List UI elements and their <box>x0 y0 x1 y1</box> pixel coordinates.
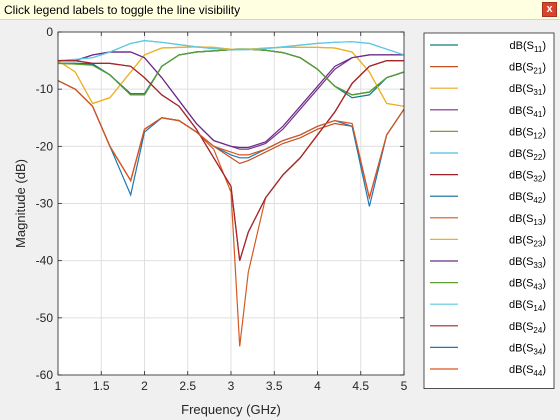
hint-text: Click legend labels to toggle the line v… <box>4 3 241 17</box>
x-tick-label: 1.5 <box>93 379 110 393</box>
legend-label[interactable]: dB(S21) <box>509 62 546 76</box>
series-line-s34 <box>57 80 405 207</box>
x-tick-label: 2 <box>141 379 148 393</box>
legend-item-s12[interactable]: dB(S12) <box>426 122 552 142</box>
legend-item-s32[interactable]: dB(S32) <box>426 166 552 186</box>
legend-label[interactable]: dB(S22) <box>509 148 546 162</box>
x-tick-label: 4 <box>314 379 321 393</box>
legend-label[interactable]: dB(S44) <box>509 364 546 378</box>
legend-label[interactable]: dB(S43) <box>509 278 546 292</box>
legend-label[interactable]: dB(S24) <box>509 321 546 335</box>
legend-item-s44[interactable]: dB(S44) <box>426 360 552 380</box>
series-line-s24 <box>58 59 404 261</box>
legend-label[interactable]: dB(S34) <box>509 342 546 356</box>
y-tick-label: -50 <box>36 311 54 325</box>
hint-banner: Click legend labels to toggle the line v… <box>0 0 560 20</box>
legend-item-s43[interactable]: dB(S43) <box>426 274 552 294</box>
legend-item-s24[interactable]: dB(S24) <box>426 317 552 337</box>
x-tick-label: 5 <box>401 379 408 393</box>
legend-item-s33[interactable]: dB(S33) <box>426 252 552 272</box>
legend-label[interactable]: dB(S13) <box>509 213 546 227</box>
legend-label[interactable]: dB(S31) <box>509 83 546 97</box>
x-tick-label: 2.5 <box>179 379 196 393</box>
legend-label[interactable]: dB(S23) <box>509 234 546 248</box>
legend-item-s13[interactable]: dB(S13) <box>426 209 552 229</box>
y-tick-label: -10 <box>36 82 54 96</box>
y-axis-label: Magnitude (dB) <box>13 159 28 248</box>
legend <box>423 32 555 390</box>
series-line-s44 <box>57 80 405 198</box>
close-banner-button[interactable]: x <box>542 2 557 17</box>
series-line-s33 <box>58 51 404 149</box>
x-tick-label: 1 <box>55 379 62 393</box>
legend-item-s21[interactable]: dB(S21) <box>426 58 552 78</box>
y-tick-label: -60 <box>36 368 54 382</box>
x-tick-label: 3.5 <box>266 379 283 393</box>
legend-label[interactable]: dB(S32) <box>509 170 546 184</box>
y-tick-label: -30 <box>36 197 54 211</box>
legend-item-s23[interactable]: dB(S23) <box>426 230 552 250</box>
legend-item-s34[interactable]: dB(S34) <box>426 338 552 358</box>
legend-item-s31[interactable]: dB(S31) <box>426 79 552 99</box>
y-tick-label: -20 <box>36 139 54 153</box>
y-tick-label: -40 <box>36 254 54 268</box>
series-line-s14 <box>57 39 405 62</box>
legend-label[interactable]: dB(S11) <box>510 40 546 54</box>
legend-item-s41[interactable]: dB(S41) <box>426 101 552 121</box>
y-tick-label: 0 <box>46 25 53 39</box>
legend-label[interactable]: dB(S14) <box>509 299 546 313</box>
legend-item-s14[interactable]: dB(S14) <box>426 295 552 315</box>
x-tick-label: 4.5 <box>352 379 369 393</box>
legend-label[interactable]: dB(S42) <box>509 191 546 205</box>
x-axis-label: Frequency (GHz) <box>181 402 281 417</box>
x-tick-label: 3 <box>228 379 235 393</box>
legend-label[interactable]: dB(S33) <box>509 256 546 270</box>
legend-item-s11[interactable]: dB(S11) <box>426 36 552 56</box>
legend-item-s22[interactable]: dB(S22) <box>426 144 552 164</box>
legend-label[interactable]: dB(S12) <box>509 126 546 140</box>
legend-label[interactable]: dB(S41) <box>509 105 546 119</box>
legend-item-s42[interactable]: dB(S42) <box>426 187 552 207</box>
